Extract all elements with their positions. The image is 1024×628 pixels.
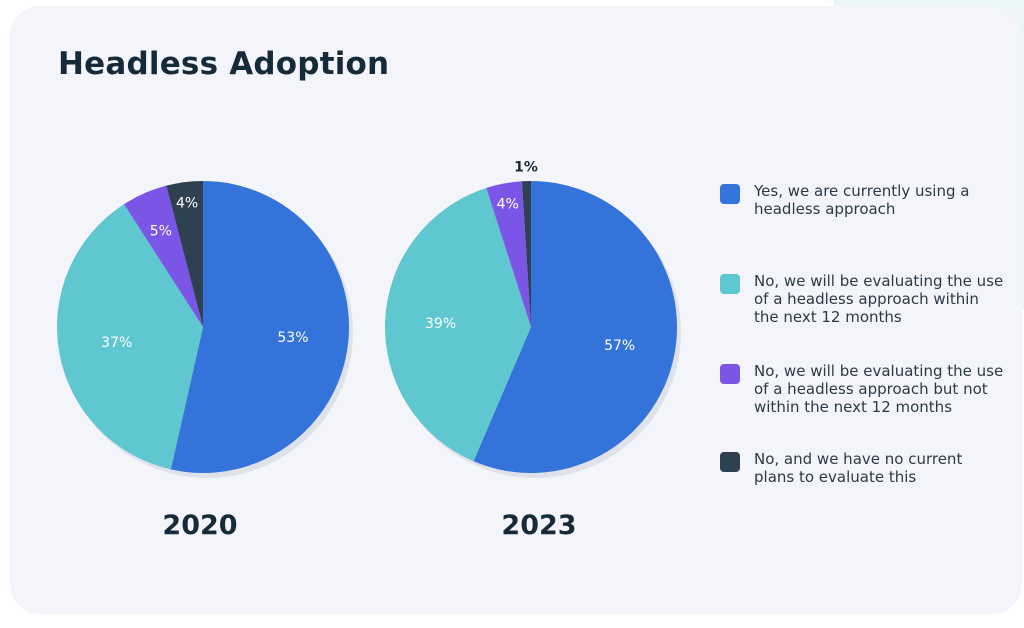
chart-title: Headless Adoption	[58, 46, 390, 82]
slice-yes	[170, 181, 349, 473]
legend-label: No, and we have no current plans to eval…	[754, 450, 963, 486]
legend-item-evaluating-later: No, we will be evaluating the use of a h…	[720, 362, 1004, 416]
slice-no-plans	[521, 181, 531, 327]
slice-evaluating-12-months	[56, 204, 204, 470]
legend-swatch	[720, 452, 740, 472]
slice-evaluating-later	[124, 185, 203, 327]
slice-no-plans	[166, 181, 203, 327]
legend-item-no-plans: No, and we have no current plans to eval…	[720, 450, 1004, 486]
slice-label: 39%	[425, 316, 456, 332]
legend-label: Yes, we are currently using a headless a…	[754, 182, 970, 218]
legend-item-evaluating-12-months: No, we will be evaluating the use of a h…	[720, 272, 1004, 326]
slice-label: 4%	[176, 195, 198, 211]
pie-chart-2023: 57% 39% 4% 1%	[385, 159, 681, 478]
slice-label: 57%	[604, 338, 635, 354]
legend-label: No, we will be evaluating the use of a h…	[754, 272, 1004, 326]
slice-label: 4%	[497, 197, 519, 213]
slice-label: 37%	[101, 335, 132, 351]
pie-title-2023: 2023	[501, 510, 577, 541]
pie-title-2020: 2020	[162, 510, 238, 541]
legend-swatch	[720, 274, 740, 294]
legend-swatch	[720, 184, 740, 204]
legend-item-yes: Yes, we are currently using a headless a…	[720, 182, 1004, 218]
legend-label: No, we will be evaluating the use of a h…	[754, 362, 1004, 416]
slice-evaluating-later	[486, 181, 531, 327]
legend-swatch	[720, 364, 740, 384]
pie-chart-2020: 53% 37% 5%4%	[56, 181, 353, 478]
slice-yes	[473, 181, 678, 474]
slice-label: 5%	[150, 224, 172, 240]
slice-label: 53%	[277, 330, 308, 346]
slice-evaluating-12-months	[385, 188, 531, 462]
slice-label: 1%	[514, 159, 538, 175]
